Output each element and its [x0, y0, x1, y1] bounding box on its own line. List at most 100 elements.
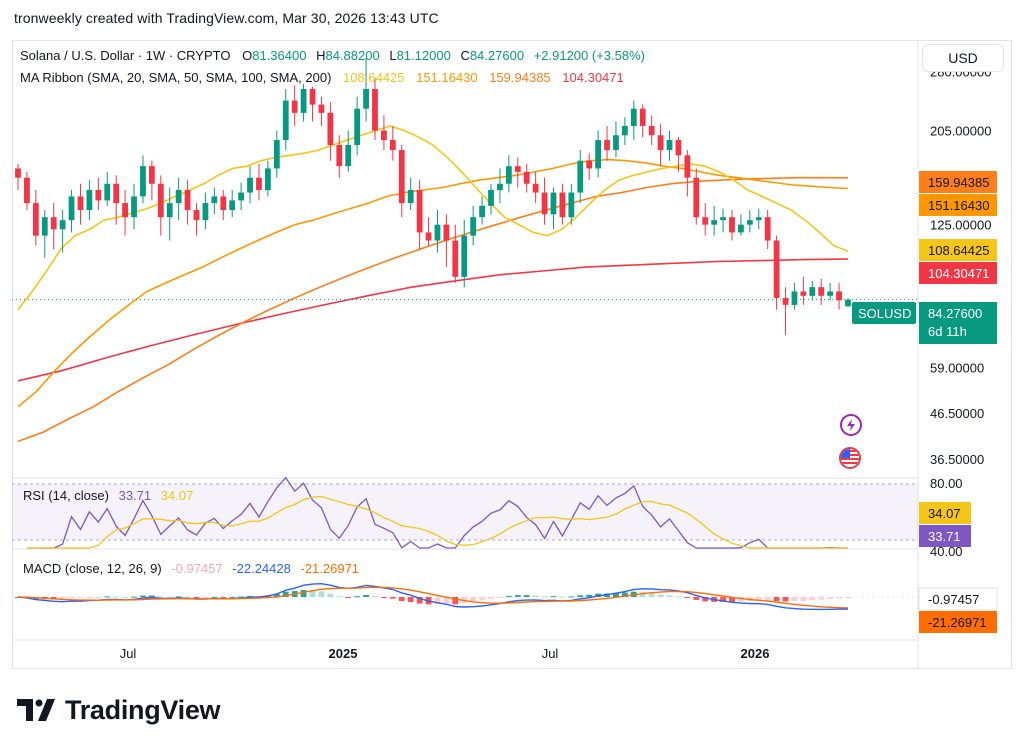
high-value: 84.88200 — [325, 48, 380, 63]
candle-body — [238, 192, 245, 201]
candle-body — [122, 203, 128, 218]
candle-body — [131, 196, 137, 218]
candle-body — [523, 171, 530, 184]
macd-histogram-bar — [764, 597, 771, 601]
candle-body — [479, 205, 485, 218]
macd-histogram-bar — [818, 597, 825, 600]
macd-line-value: -22.24428 — [232, 561, 291, 576]
macd-histogram-bar — [166, 596, 173, 598]
macd-histogram-bar — [407, 597, 414, 603]
candle-body — [648, 125, 655, 136]
rsi-title: RSI (14, close) — [23, 488, 109, 503]
candle-body — [264, 168, 271, 190]
candle-body — [220, 196, 227, 211]
candle-body — [113, 183, 120, 204]
lightning-icon[interactable] — [840, 414, 862, 436]
candle-body — [166, 203, 173, 218]
candle-body — [345, 145, 352, 167]
macd-histogram-bar — [577, 595, 584, 597]
candle-body — [693, 177, 700, 218]
candle-body — [791, 291, 798, 305]
macd-histogram-bar — [300, 589, 307, 597]
candle-body — [50, 217, 57, 230]
candle-body — [416, 189, 423, 233]
macd-histogram-bar — [59, 597, 66, 600]
candle-body — [452, 240, 459, 277]
tradingview-wordmark: TradingView — [65, 694, 221, 725]
time-axis-label: Jul — [120, 646, 137, 661]
candle-body — [827, 291, 834, 296]
macd-histogram-bar — [434, 597, 441, 605]
candle-body — [746, 220, 753, 225]
macd-histogram-bar — [398, 597, 405, 602]
open-label: O — [242, 48, 253, 63]
macd-histogram-bar — [559, 596, 566, 598]
macd-histogram-bar — [113, 596, 120, 598]
chart-credit: tronweekly created with TradingView.com,… — [14, 10, 439, 26]
candle-body — [568, 192, 575, 218]
candle-body — [818, 287, 825, 296]
price-tick-label: 46.50000 — [930, 406, 984, 421]
candle-body — [140, 166, 146, 197]
candle-body — [282, 100, 289, 141]
time-axis-label: Jul — [542, 646, 559, 661]
candle-body — [157, 183, 164, 218]
ma20-line — [17, 125, 849, 311]
rsi-ma-tag: 34.07 — [928, 506, 961, 521]
macd-histogram-bar — [836, 597, 842, 599]
candle-body — [15, 168, 21, 178]
candle-body — [398, 150, 405, 204]
macd-histogram-bar — [345, 597, 352, 598]
candle-body — [363, 89, 369, 109]
rsi-value-tag-bg — [919, 525, 971, 547]
candle-body — [532, 183, 539, 193]
macd-histogram-bar — [505, 595, 512, 597]
ma100-line — [17, 176, 849, 443]
macd-histogram-bar — [452, 597, 459, 605]
ohlc-legend: Solana / U.S. Dollar · 1W · CRYPTO O81.3… — [20, 48, 645, 63]
macd-histogram-bar — [613, 592, 619, 597]
candle-body — [354, 108, 361, 146]
candle-body — [211, 196, 218, 204]
macd-hist-tag-bg — [918, 587, 998, 611]
candle-body — [372, 89, 378, 131]
candle-body — [309, 89, 316, 105]
macd-histogram-bar — [363, 594, 369, 597]
candle-body — [24, 177, 30, 204]
rsi-ma-tag-bg — [919, 502, 971, 524]
macd-hist-value: -0.97457 — [171, 561, 223, 576]
candle-body — [273, 140, 280, 169]
candle-body — [175, 189, 182, 204]
candle-body — [389, 140, 396, 151]
price-tick-label: 36.50000 — [930, 452, 984, 467]
tradingview-logo-icon — [17, 699, 55, 721]
candle-body — [104, 183, 111, 201]
last-price-tag: 84.27600 — [928, 306, 982, 321]
us-flag-icon[interactable] — [839, 447, 861, 469]
currency-button[interactable]: USD — [922, 44, 1004, 72]
macd-histogram-bar — [488, 597, 494, 599]
candle-body — [247, 177, 253, 193]
candle-body — [95, 189, 102, 201]
candle-body — [702, 217, 709, 225]
macd-histogram-bar — [309, 590, 316, 597]
candle-body — [327, 112, 334, 146]
macd-histogram-bar — [550, 596, 557, 598]
ma200-value: 104.30471 — [562, 70, 624, 85]
macd-histogram-bar — [86, 597, 93, 598]
macd-histogram-bar — [122, 596, 128, 598]
rsi-line — [26, 476, 848, 549]
candle-body — [336, 145, 343, 167]
macd-histogram-bar — [202, 597, 209, 598]
macd-histogram-bar — [77, 597, 84, 599]
macd-histogram-bar — [131, 596, 137, 598]
candle-body — [639, 108, 646, 126]
macd-signal-tag-bg — [919, 611, 997, 633]
macd-histogram-bar — [282, 591, 289, 597]
ma100-price-tag-bg — [919, 171, 997, 193]
price-tick-label: 125.00000 — [930, 218, 991, 233]
ma50-price-tag-bg — [919, 194, 997, 216]
ma-ribbon-title: MA Ribbon (SMA, 20, SMA, 50, SMA, 100, S… — [20, 70, 332, 85]
rsi-ma-value: 34.07 — [160, 488, 194, 503]
